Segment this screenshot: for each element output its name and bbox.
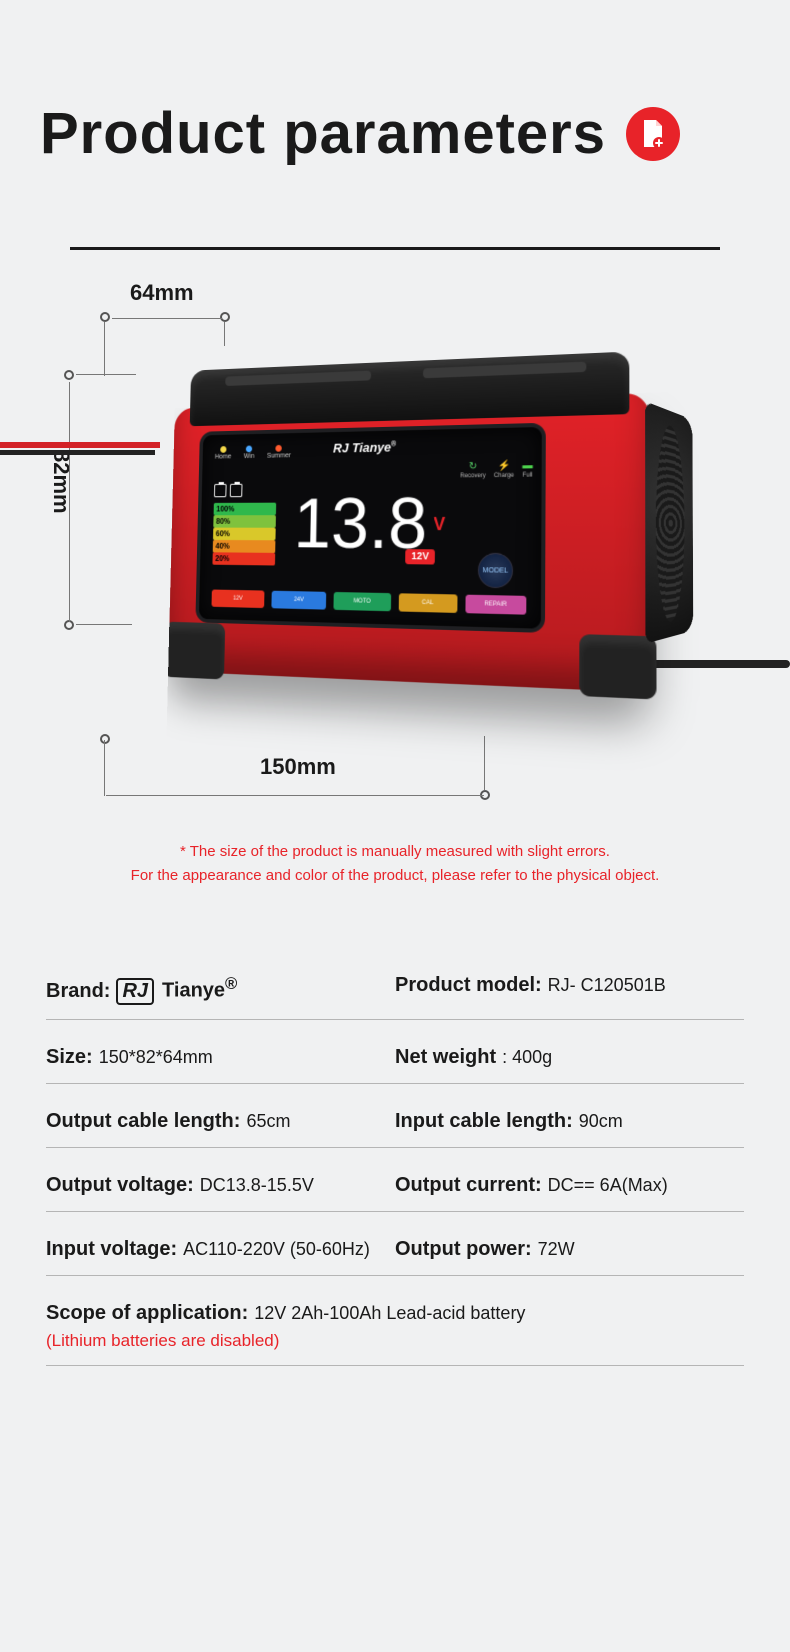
dim-line	[106, 795, 484, 796]
status-item: ↻Recovery	[460, 461, 486, 480]
header: Product parameters	[0, 0, 790, 187]
note-line: For the appearance and color of the prod…	[0, 864, 790, 888]
battery-bar: 100%	[214, 502, 277, 515]
spec-row: Brand: RJ Tianye® Product model: RJ- C120…	[46, 948, 744, 1020]
spec-weight: Net weight : 400g	[395, 1046, 744, 1069]
spec-row: Scope of application: 12V 2Ah-100Ah Lead…	[46, 1276, 744, 1366]
spec-value: DC== 6A(Max)	[548, 1175, 668, 1196]
spec-label: Brand:	[46, 980, 110, 1003]
tick-circle	[64, 370, 74, 380]
tick-circle	[220, 312, 230, 322]
mode-button[interactable]: MODEL	[478, 553, 513, 589]
spec-label: Output power:	[395, 1238, 532, 1261]
mode-chip: REPAIR	[465, 595, 526, 615]
spec-row: Size: 150*82*64mm Net weight : 400g	[46, 1020, 744, 1084]
note-line: * The size of the product is manually me…	[0, 840, 790, 864]
spec-label: Output voltage:	[46, 1174, 194, 1197]
mode-chip: 24V	[272, 591, 327, 610]
spec-label: Output cable length:	[46, 1110, 240, 1133]
spec-out-voltage: Output voltage: DC13.8-15.5V	[46, 1174, 395, 1197]
measurement-notes: * The size of the product is manually me…	[0, 840, 790, 888]
status-item: ▬Full	[522, 460, 532, 479]
dimension-bottom: 150mm	[260, 754, 336, 780]
spec-out-cable: Output cable length: 65cm	[46, 1110, 395, 1133]
spec-label: Size:	[46, 1046, 93, 1069]
spec-scope: Scope of application: 12V 2Ah-100Ah Lead…	[46, 1302, 744, 1351]
lcd-screen: RJ Tianye® Home Win Summer 100%80%60%40%20…	[199, 427, 542, 629]
specs-table: Brand: RJ Tianye® Product model: RJ- C120…	[46, 948, 744, 1366]
spec-value: 90cm	[579, 1111, 623, 1132]
spec-value: 72W	[538, 1239, 575, 1260]
spec-value: RJ- C120501B	[548, 975, 666, 996]
spec-label: Net weight	[395, 1046, 496, 1069]
spec-label: Input voltage:	[46, 1238, 177, 1261]
spec-warning: (Lithium batteries are disabled)	[46, 1331, 279, 1351]
output-cable-black	[0, 450, 155, 455]
brand-name: Tianye®	[162, 974, 237, 1003]
spec-model: Product model: RJ- C120501B	[395, 974, 744, 1005]
spec-value: DC13.8-15.5V	[200, 1175, 314, 1196]
topbar-item: Home	[215, 446, 232, 460]
product-diagram: 64mm 82mm 150mm RJ Tianye® Home Win Summer	[40, 270, 750, 810]
tick-circle	[100, 312, 110, 322]
topbar-item: Summer	[267, 444, 291, 459]
dim-line	[69, 382, 70, 622]
spec-in-cable: Input cable length: 90cm	[395, 1110, 744, 1133]
spec-row: Output voltage: DC13.8-15.5V Output curr…	[46, 1148, 744, 1212]
foot-clip	[579, 634, 656, 699]
battery-bar: 60%	[213, 527, 276, 540]
spec-value: 12V 2Ah-100Ah Lead-acid battery	[254, 1303, 525, 1324]
spec-label: Product model:	[395, 974, 542, 997]
spec-row: Output cable length: 65cm Input cable le…	[46, 1084, 744, 1148]
spec-in-voltage: Input voltage: AC110-220V (50-60Hz)	[46, 1238, 395, 1261]
dim-line	[484, 736, 485, 790]
battery-icon	[214, 483, 227, 496]
page-title: Product parameters	[40, 100, 606, 167]
output-cable-red	[0, 442, 160, 448]
mode-chip: MOTO	[334, 592, 391, 611]
dimension-left: 82mm	[48, 450, 74, 514]
spec-out-power: Output power: 72W	[395, 1238, 744, 1261]
battery-bar: 80%	[213, 515, 276, 528]
spec-brand: Brand: RJ Tianye®	[46, 974, 395, 1005]
divider	[70, 247, 720, 250]
dim-line	[76, 624, 132, 625]
screen-brand: RJ Tianye®	[333, 439, 396, 455]
spec-out-current: Output current: DC== 6A(Max)	[395, 1174, 744, 1197]
topbar-item: Win	[244, 445, 255, 459]
spec-value: AC110-220V (50-60Hz)	[183, 1239, 370, 1260]
spec-label: Input cable length:	[395, 1110, 573, 1133]
dim-line	[224, 322, 225, 346]
dim-line	[112, 318, 222, 319]
spec-value: 150*82*64mm	[99, 1047, 213, 1068]
brand-logo: RJ	[116, 978, 154, 1005]
spec-value: 65cm	[246, 1111, 290, 1132]
doc-icon-svg	[640, 119, 666, 149]
brand-sup: ®	[391, 441, 396, 448]
status-item: ⚡Charge	[494, 460, 514, 479]
fan-vent	[645, 401, 693, 644]
status-column: ↻Recovery⚡Charge▬FullMODEL	[465, 460, 527, 588]
dim-line	[104, 322, 105, 376]
dim-line	[104, 740, 105, 796]
mode-row: 12V24VMOTOCALREPAIR	[211, 587, 526, 618]
tick-circle	[100, 734, 110, 744]
spec-size: Size: 150*82*64mm	[46, 1046, 395, 1069]
spec-label: Scope of application:	[46, 1302, 248, 1325]
charger-device: RJ Tianye® Home Win Summer 100%80%60%40%20…	[168, 351, 650, 693]
battery-level-column: 100%80%60%40%20%	[212, 464, 277, 584]
foot-clip	[163, 622, 225, 680]
dimension-top: 64mm	[130, 280, 194, 306]
spec-label: Output current:	[395, 1174, 542, 1197]
spec-row: Input voltage: AC110-220V (50-60Hz) Outp…	[46, 1212, 744, 1276]
dim-line	[76, 374, 136, 375]
brand-text: RJ Tianye	[333, 440, 391, 456]
document-icon	[626, 107, 680, 161]
spec-value: : 400g	[502, 1047, 552, 1068]
battery-icon	[230, 483, 243, 496]
